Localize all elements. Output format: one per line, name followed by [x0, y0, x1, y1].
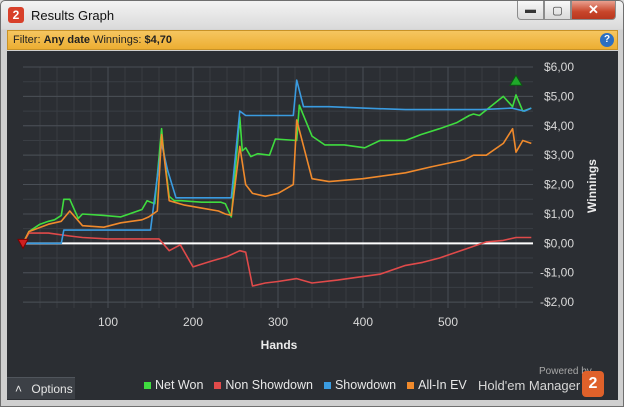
legend-label: Showdown: [334, 378, 397, 392]
legend-swatch: [144, 381, 151, 389]
legend-swatch: [323, 381, 331, 389]
y-tick-label: $0,00: [544, 236, 574, 250]
x-tick-label: 100: [98, 315, 118, 329]
window-title: Results Graph: [31, 8, 115, 23]
title-bar[interactable]: 2 Results Graph ▬ ▢ ✕: [1, 1, 623, 29]
window-controls: ▬ ▢ ✕: [517, 1, 616, 20]
y-tick-label: $1,00: [544, 207, 574, 221]
series-line-all-in-ev: [22, 119, 532, 244]
series-line-non-showdown: [22, 232, 532, 287]
x-tick-label: 400: [353, 315, 373, 329]
y-tick-label: $6,00: [544, 60, 574, 74]
y-tick-label: -$2,00: [540, 295, 574, 309]
legend-item-showdown: Showdown: [323, 378, 397, 392]
y-tick-label: -$1,00: [540, 266, 574, 280]
series-line-showdown: [23, 79, 532, 245]
filter-bar[interactable]: Filter: Any date Winnings: $4,70 ?: [7, 30, 618, 50]
legend-item-all-in-ev: All-In EV: [407, 378, 467, 392]
x-tick-label: 300: [268, 315, 288, 329]
series-line-net-won: [22, 94, 532, 244]
y-tick-label: $5,00: [544, 89, 574, 103]
y-tick-label: $3,00: [544, 148, 574, 162]
winnings-value: $4,70: [144, 34, 172, 46]
legend-item-non-showdown: Non Showdown: [214, 378, 313, 392]
y-tick-label: $4,00: [544, 119, 574, 133]
max-marker-icon: [509, 74, 523, 86]
maximize-button[interactable]: ▢: [544, 1, 571, 20]
powered-by-label: Powered by: [539, 366, 592, 377]
filter-label: Filter:: [13, 34, 41, 46]
options-button[interactable]: ˄ Options: [7, 377, 75, 399]
x-tick-label: 500: [438, 315, 458, 329]
hm2-app-icon: 2: [8, 7, 24, 23]
brand-name: Hold'em Manager: [478, 378, 581, 393]
close-button[interactable]: ✕: [571, 1, 616, 20]
legend-item-net-won: Net Won: [144, 378, 203, 392]
legend-swatch: [407, 381, 415, 389]
y-tick-label: $2,00: [544, 178, 574, 192]
hm2-logo-icon: 2: [582, 371, 604, 397]
x-axis-title: Hands: [261, 338, 298, 352]
y-axis-title: Winnings: [585, 159, 599, 213]
filter-value: Any date: [43, 34, 91, 46]
x-tick-label: 200: [183, 315, 203, 329]
min-marker-icon: [17, 238, 29, 250]
winnings-label: Winnings:: [93, 34, 142, 46]
legend-label: All-In EV: [418, 378, 467, 392]
options-label: Options: [31, 382, 73, 396]
legend-label: Non Showdown: [225, 378, 313, 392]
legend-swatch: [214, 381, 222, 389]
chart-legend: Net Won Non Showdown Showdown All-In EV: [144, 378, 478, 392]
legend-label: Net Won: [155, 378, 204, 392]
chevron-up-icon: ˄: [15, 382, 23, 396]
help-icon[interactable]: ?: [600, 33, 614, 47]
minimize-button[interactable]: ▬: [517, 1, 544, 20]
